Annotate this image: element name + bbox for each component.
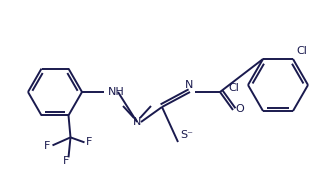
Text: F: F (63, 156, 70, 166)
Text: O: O (235, 104, 244, 114)
Text: N: N (133, 117, 141, 127)
Text: F: F (44, 141, 51, 151)
Text: N: N (185, 80, 193, 90)
Text: S⁻: S⁻ (180, 130, 193, 140)
Text: NH: NH (108, 87, 125, 97)
Text: Cl: Cl (296, 46, 307, 56)
Text: Cl: Cl (228, 83, 239, 93)
Text: F: F (86, 137, 93, 147)
